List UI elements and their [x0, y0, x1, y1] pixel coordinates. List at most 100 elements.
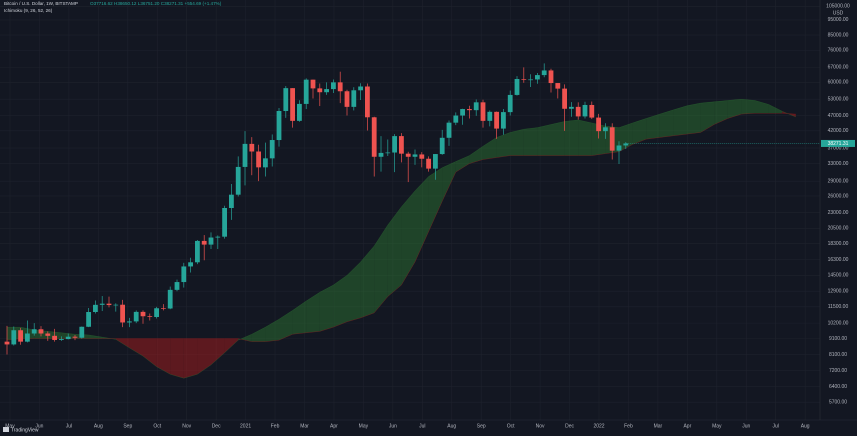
candle-body	[331, 82, 336, 90]
x-tick-label: Aug	[447, 423, 456, 429]
candle-body	[235, 166, 241, 195]
candle-body	[215, 236, 221, 238]
y-tick-label: 16300.00	[828, 257, 849, 263]
candle-body	[38, 329, 44, 334]
candle-body	[201, 240, 207, 245]
x-tick-label: Aug	[801, 423, 810, 429]
cloud-segment	[156, 338, 171, 375]
candle-body	[229, 194, 234, 208]
cloud-segment	[727, 99, 742, 119]
candle-body	[161, 308, 166, 309]
x-tick-label: Jul	[66, 423, 72, 429]
x-tick-label: Oct	[507, 423, 515, 429]
brand-logo	[3, 427, 9, 432]
cloud-segment	[673, 105, 687, 136]
y-tick-label: 60000.00	[828, 80, 849, 86]
x-tick-label: Jul	[772, 423, 778, 429]
symbol-title: Bitcoin / U.S. Dollar, 1W, BITSTAMP	[4, 1, 78, 6]
cloud-segment	[496, 132, 511, 158]
cloud-segment	[292, 301, 307, 335]
cloud-segment	[387, 206, 402, 297]
candle-body	[589, 104, 595, 118]
candle-body	[426, 158, 431, 169]
cloud-segment	[88, 334, 103, 339]
grid	[0, 0, 820, 420]
candle-body	[283, 88, 289, 111]
candle-body	[59, 339, 64, 340]
candle-body	[487, 111, 493, 121]
cloud-segment	[360, 245, 375, 318]
x-tick-label: Nov	[182, 423, 191, 429]
y-tick-label: 29000.00	[828, 178, 849, 184]
candles	[4, 63, 629, 355]
candle-body	[405, 153, 411, 157]
candle-body	[494, 111, 499, 129]
candle-body	[603, 127, 608, 132]
y-tick-label: 53000.00	[828, 97, 849, 103]
candle-body	[514, 79, 520, 95]
candle-body	[399, 136, 404, 154]
candle-body	[371, 117, 377, 157]
cloud-segment	[183, 338, 198, 379]
cloud-segment	[578, 119, 592, 156]
y-tick-label: 37000.00	[828, 145, 849, 151]
candle-body	[439, 137, 445, 155]
y-tick-label: 105000.00	[826, 4, 850, 10]
candle-body	[269, 140, 275, 159]
x-tick-label: 2022	[593, 423, 604, 429]
cloud-segment	[197, 338, 211, 375]
cloud-segment	[537, 124, 551, 156]
candle-body	[460, 109, 465, 116]
x-tick-label: Jun	[742, 423, 750, 429]
candle-body	[140, 311, 146, 317]
candle-body	[446, 122, 452, 138]
candle-body	[79, 326, 85, 338]
x-tick-label: May	[5, 423, 15, 429]
y-tick-label: 12900.00	[828, 289, 849, 295]
candle-body	[419, 154, 425, 159]
candle-body	[65, 336, 71, 340]
candle-body	[11, 330, 17, 345]
candle-body	[575, 106, 581, 117]
cloud-segment	[224, 338, 239, 353]
cloud-segment	[714, 100, 728, 125]
candle-body	[480, 102, 486, 121]
candle-body	[412, 154, 418, 157]
candle-body	[609, 127, 615, 151]
candle-body	[385, 152, 391, 154]
cloud-segment	[170, 338, 184, 379]
cloud-segment	[143, 338, 157, 367]
cloud-segment	[619, 122, 633, 152]
y-tick-label: 20500.00	[828, 226, 849, 232]
cloud-segment	[401, 190, 415, 286]
candle-body	[507, 94, 513, 113]
candle-body	[222, 207, 227, 237]
x-tick-label: May	[359, 423, 369, 429]
candle-body	[52, 335, 57, 340]
x-tick-label: Nov	[536, 423, 545, 429]
cloud-segment	[129, 338, 143, 357]
cloud-segment	[687, 103, 701, 135]
candle-body	[4, 341, 10, 345]
candle-body	[120, 304, 125, 323]
cloud-segment	[768, 104, 783, 114]
y-tick-label: 9100.00	[829, 336, 847, 342]
candle-body	[93, 304, 98, 313]
cloud-segment	[415, 176, 429, 262]
candle-body	[195, 240, 200, 263]
cloud-segment	[306, 292, 320, 333]
candle-body	[569, 106, 574, 109]
ohlc-readout: O37716.62 H38650.12 L36751.20 C38271.31 …	[90, 1, 222, 6]
x-tick-label: Sep	[123, 423, 132, 429]
candle-body	[344, 91, 350, 107]
cloud-segment	[591, 122, 606, 156]
x-tick-label: May	[712, 423, 722, 429]
y-tick-label: 7200.00	[829, 368, 847, 374]
x-tick-label: Aug	[94, 423, 103, 429]
candle-body	[623, 143, 629, 146]
candle-body	[528, 79, 533, 81]
indicator-label: Ichimoku (9, 26, 52, 26)	[4, 8, 53, 13]
x-tick-label: Feb	[271, 423, 280, 429]
